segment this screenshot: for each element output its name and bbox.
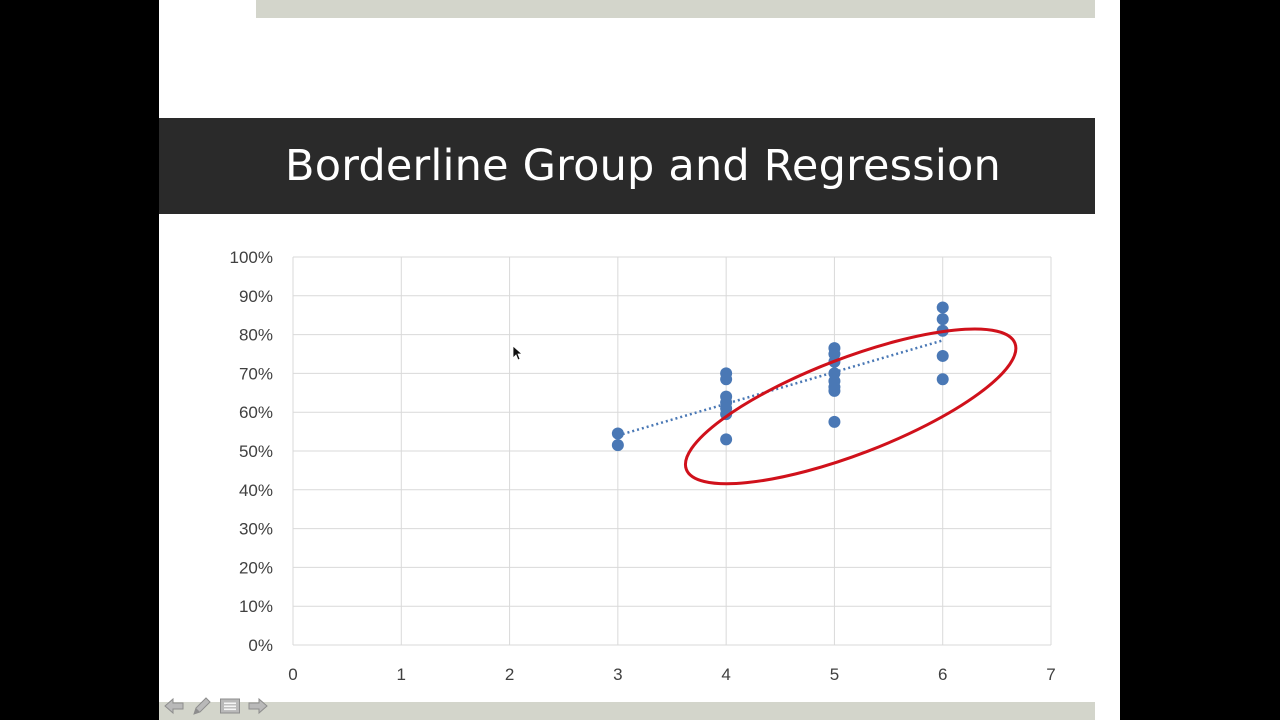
top-accent-bar (256, 0, 1095, 18)
data-point (611, 439, 624, 452)
data-point (611, 427, 624, 440)
data-point (936, 373, 949, 386)
arrow-left-icon[interactable] (162, 695, 186, 717)
data-point (720, 433, 733, 446)
arrow-right-icon[interactable] (246, 695, 270, 717)
annotation-ellipse (683, 327, 1018, 486)
data-point (828, 415, 841, 428)
x-tick-label: 7 (1046, 665, 1055, 684)
data-point (936, 301, 949, 314)
data-point (936, 313, 949, 326)
slide: Borderline Group and Regression (159, 0, 1120, 720)
title-band: Borderline Group and Regression (159, 118, 1095, 214)
x-tick-label: 1 (397, 665, 406, 684)
trendline (617, 339, 944, 437)
data-point (828, 384, 841, 397)
bottom-accent-bar (159, 702, 1095, 720)
x-tick-label: 2 (505, 665, 514, 684)
menu-icon[interactable] (218, 695, 242, 717)
mouse-pointer-icon (512, 345, 524, 366)
x-tick-label: 0 (288, 665, 297, 684)
y-tick-label: 70% (239, 364, 273, 383)
y-tick-label: 80% (239, 326, 273, 345)
y-tick-label: 20% (239, 558, 273, 577)
data-point (720, 373, 733, 386)
x-tick-label: 6 (938, 665, 947, 684)
y-tick-label: 0% (248, 636, 273, 655)
slide-nav-controls (162, 694, 270, 718)
slide-title: Borderline Group and Regression (285, 141, 1001, 191)
y-tick-label: 100% (230, 248, 273, 267)
y-tick-label: 40% (239, 481, 273, 500)
pen-icon[interactable] (190, 695, 214, 717)
x-tick-label: 5 (830, 665, 839, 684)
x-tick-label: 4 (721, 665, 730, 684)
y-tick-label: 60% (239, 403, 273, 422)
y-tick-label: 10% (239, 597, 273, 616)
y-tick-label: 50% (239, 442, 273, 461)
data-point (936, 349, 949, 362)
y-tick-label: 90% (239, 287, 273, 306)
y-tick-label: 30% (239, 520, 273, 539)
x-tick-label: 3 (613, 665, 622, 684)
